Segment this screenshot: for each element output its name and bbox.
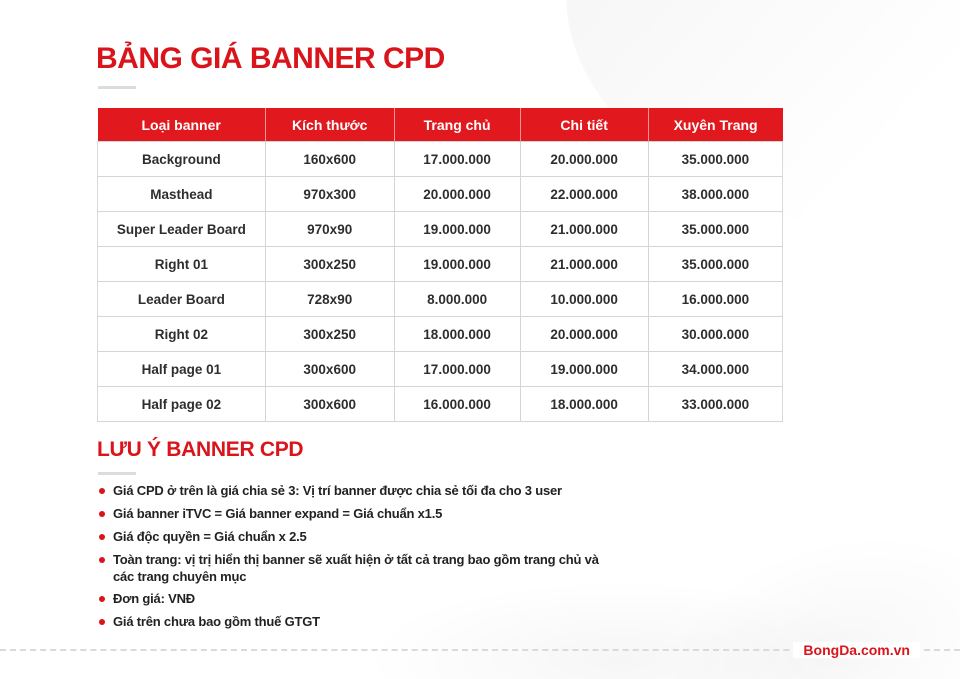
background-swoosh-bottom-center bbox=[360, 579, 880, 679]
cell-banner-type: Half page 01 bbox=[97, 351, 266, 387]
cell-size: 160x600 bbox=[264, 141, 395, 177]
cell-size: 970x300 bbox=[264, 176, 395, 212]
cell-detail-price: 20.000.000 bbox=[519, 141, 649, 177]
cell-all-pages-price: 30.000.000 bbox=[647, 316, 784, 352]
cell-banner-type: Masthead bbox=[97, 176, 266, 212]
table-row: Leader Board 728x90 8.000.000 10.000.000… bbox=[97, 281, 784, 317]
bullet-dot-icon bbox=[99, 533, 105, 540]
cell-homepage-price: 18.000.000 bbox=[393, 316, 521, 352]
footer-dashed-divider bbox=[0, 649, 960, 651]
cell-all-pages-price: 34.000.000 bbox=[647, 351, 784, 387]
cell-size: 728x90 bbox=[264, 281, 395, 317]
column-header-size: Kích thước bbox=[265, 108, 395, 142]
note-text: Giá banner iTVC = Giá banner expand = Gi… bbox=[113, 505, 443, 521]
list-item: Giá banner iTVC = Giá banner expand = Gi… bbox=[99, 506, 599, 523]
cell-size: 300x600 bbox=[264, 386, 395, 422]
price-table-header: Loại banner Kích thước Trang chủ Chi tiế… bbox=[97, 108, 783, 142]
list-item: Đơn giá: VNĐ bbox=[99, 591, 599, 608]
note-text: Giá độc quyền = Giá chuẩn x 2.5 bbox=[113, 528, 307, 544]
note-text: Giá CPD ở trên là giá chia sẻ 3: Vị trí … bbox=[113, 483, 562, 498]
bullet-dot-icon bbox=[99, 556, 105, 563]
table-row: Super Leader Board 970x90 19.000.000 21.… bbox=[97, 211, 784, 247]
notes-title-underline bbox=[98, 472, 136, 475]
cell-all-pages-price: 38.000.000 bbox=[647, 176, 784, 212]
bullet-dot-icon bbox=[99, 510, 105, 517]
list-item: Giá CPD ở trên là giá chia sẻ 3: Vị trí … bbox=[99, 483, 599, 500]
cell-detail-price: 19.000.000 bbox=[519, 351, 649, 387]
column-header-homepage: Trang chủ bbox=[394, 108, 521, 142]
cell-homepage-price: 16.000.000 bbox=[393, 386, 521, 422]
note-text: Toàn trang: vị trị hiển thị banner sẽ xu… bbox=[113, 551, 599, 584]
cell-homepage-price: 20.000.000 bbox=[393, 176, 521, 212]
cell-banner-type: Half page 02 bbox=[97, 386, 266, 422]
table-row: Right 01 300x250 19.000.000 21.000.000 3… bbox=[97, 246, 784, 282]
cell-detail-price: 21.000.000 bbox=[519, 246, 649, 282]
price-table: Loại banner Kích thước Trang chủ Chi tiế… bbox=[97, 108, 784, 422]
note-text: Đơn giá: VNĐ bbox=[113, 591, 195, 607]
cell-all-pages-price: 35.000.000 bbox=[647, 211, 784, 247]
cell-size: 300x600 bbox=[264, 351, 395, 387]
cell-all-pages-price: 35.000.000 bbox=[647, 141, 784, 177]
cell-size: 970x90 bbox=[264, 211, 395, 247]
list-item: Giá trên chưa bao gồm thuế GTGT bbox=[99, 614, 599, 631]
cell-size: 300x250 bbox=[264, 246, 395, 282]
brand-logo-text: BongDa.com.vn bbox=[793, 642, 920, 658]
cell-detail-price: 20.000.000 bbox=[519, 316, 649, 352]
cell-all-pages-price: 35.000.000 bbox=[647, 246, 784, 282]
column-header-banner-type: Loại banner bbox=[97, 108, 266, 142]
notes-list: Giá CPD ở trên là giá chia sẻ 3: Vị trí … bbox=[99, 483, 599, 637]
table-row: Half page 02 300x600 16.000.000 18.000.0… bbox=[97, 386, 784, 422]
column-header-detail: Chi tiết bbox=[520, 108, 649, 142]
cell-detail-price: 21.000.000 bbox=[519, 211, 649, 247]
bullet-dot-icon bbox=[99, 488, 105, 494]
bullet-dot-icon bbox=[99, 596, 105, 603]
list-item: Giá độc quyền = Giá chuẩn x 2.5 bbox=[99, 529, 599, 546]
cell-banner-type: Leader Board bbox=[97, 281, 266, 317]
cell-size: 300x250 bbox=[264, 316, 395, 352]
table-row: Right 02 300x250 18.000.000 20.000.000 3… bbox=[97, 316, 784, 352]
cell-homepage-price: 19.000.000 bbox=[393, 246, 521, 282]
cell-banner-type: Right 01 bbox=[97, 246, 266, 282]
column-header-all-pages: Xuyên Trang bbox=[648, 108, 783, 142]
cell-banner-type: Super Leader Board bbox=[97, 211, 266, 247]
cell-all-pages-price: 16.000.000 bbox=[647, 281, 784, 317]
cell-detail-price: 22.000.000 bbox=[519, 176, 649, 212]
cell-all-pages-price: 33.000.000 bbox=[647, 386, 784, 422]
bullet-dot-icon bbox=[99, 619, 105, 626]
cell-banner-type: Background bbox=[97, 141, 266, 177]
note-text: Giá trên chưa bao gồm thuế GTGT bbox=[113, 614, 320, 630]
cell-banner-type: Right 02 bbox=[97, 316, 266, 352]
title-underline bbox=[98, 86, 136, 89]
cell-homepage-price: 8.000.000 bbox=[393, 281, 521, 317]
cell-detail-price: 18.000.000 bbox=[519, 386, 649, 422]
list-item: Toàn trang: vị trị hiển thị banner sẽ xu… bbox=[99, 552, 599, 586]
table-row: Half page 01 300x600 17.000.000 19.000.0… bbox=[97, 351, 784, 387]
cell-homepage-price: 17.000.000 bbox=[393, 141, 521, 177]
notes-section-title: LƯU Ý BANNER CPD bbox=[97, 438, 304, 461]
cell-homepage-price: 19.000.000 bbox=[393, 211, 521, 247]
cell-detail-price: 10.000.000 bbox=[519, 281, 649, 317]
page-title: BẢNG GIÁ BANNER CPD bbox=[96, 42, 445, 75]
table-row: Masthead 970x300 20.000.000 22.000.000 3… bbox=[97, 176, 784, 212]
table-row: Background 160x600 17.000.000 20.000.000… bbox=[97, 141, 784, 177]
cell-homepage-price: 17.000.000 bbox=[393, 351, 521, 387]
